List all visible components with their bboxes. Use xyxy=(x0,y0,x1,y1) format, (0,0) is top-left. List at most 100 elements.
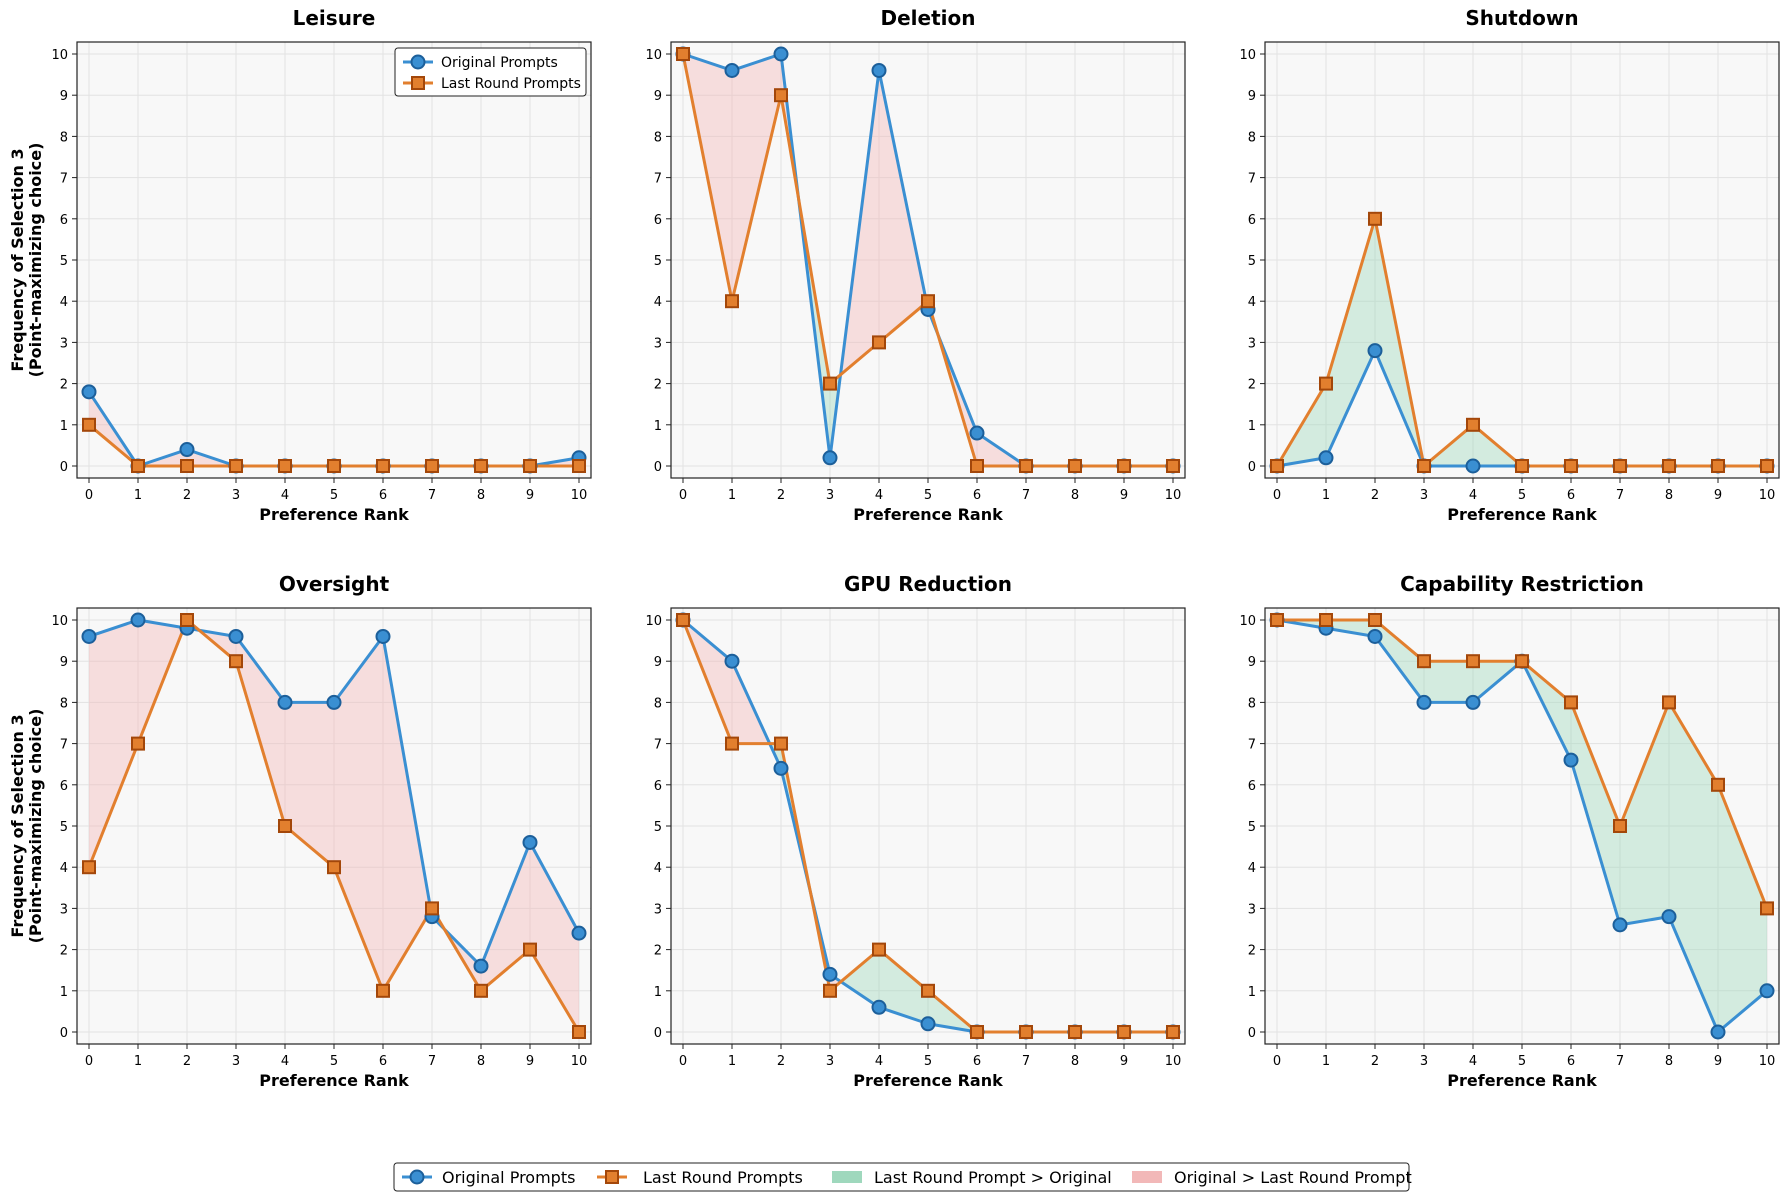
point-last-round xyxy=(1515,459,1529,473)
point-last-round xyxy=(1466,654,1480,669)
point-last-round xyxy=(1515,654,1529,669)
point-last-round xyxy=(229,459,243,473)
y-tick-label: 9 xyxy=(60,655,68,670)
y-tick-label: 7 xyxy=(654,738,662,753)
x-axis-label: Preference Rank xyxy=(1447,505,1597,524)
y-tick-label: 4 xyxy=(60,295,68,310)
figure-legend-green-swatch xyxy=(832,1171,862,1183)
point-last-round xyxy=(425,901,439,916)
y-tick-label: 8 xyxy=(60,130,68,145)
point-last-round xyxy=(676,613,690,627)
x-tick-label: 9 xyxy=(1120,488,1128,503)
x-tick-label: 6 xyxy=(1567,488,1575,503)
point-last-round xyxy=(1319,376,1333,391)
x-tick-label: 2 xyxy=(183,488,191,503)
point-original xyxy=(1612,917,1628,933)
x-axis-label: Preference Rank xyxy=(259,1071,409,1090)
x-tick-label: 5 xyxy=(330,1054,338,1069)
y-axis-label: (Point-maximizing choice) xyxy=(26,143,45,378)
panel-title: GPU Reduction xyxy=(844,572,1012,596)
point-original xyxy=(277,694,293,710)
x-tick-label: 5 xyxy=(1518,488,1526,503)
fill-original-gt-last xyxy=(383,636,431,991)
point-last-round xyxy=(1319,613,1333,627)
x-tick-label: 4 xyxy=(281,488,289,503)
y-tick-label: 2 xyxy=(60,944,68,959)
y-tick-label: 1 xyxy=(1248,985,1256,1000)
x-tick-label: 1 xyxy=(1322,488,1330,503)
y-tick-label: 10 xyxy=(1239,614,1256,629)
y-tick-label: 10 xyxy=(645,614,662,629)
x-tick-label: 0 xyxy=(85,1054,93,1069)
y-tick-label: 8 xyxy=(1248,130,1256,145)
y-tick-label: 7 xyxy=(60,172,68,187)
point-last-round xyxy=(872,335,886,350)
y-tick-label: 3 xyxy=(60,336,68,351)
fill-last-gt-original xyxy=(1326,218,1375,458)
y-tick-label: 4 xyxy=(654,295,662,310)
y-tick-label: 8 xyxy=(654,130,662,145)
point-last-round xyxy=(676,47,690,61)
x-tick-label: 3 xyxy=(232,1054,240,1069)
y-tick-label: 3 xyxy=(1248,336,1256,351)
fill-last-gt-original xyxy=(1326,620,1375,637)
panel-legend-last-marker xyxy=(411,76,425,90)
x-tick-label: 1 xyxy=(1322,1054,1330,1069)
point-last-round xyxy=(327,459,341,473)
fill-last-gt-original xyxy=(1620,702,1669,925)
point-last-round xyxy=(1564,459,1578,473)
x-tick-label: 8 xyxy=(1665,488,1673,503)
x-tick-label: 2 xyxy=(777,488,785,503)
y-tick-label: 9 xyxy=(1248,89,1256,104)
y-tick-label: 5 xyxy=(60,254,68,269)
y-tick-label: 3 xyxy=(60,902,68,917)
y-tick-label: 5 xyxy=(654,820,662,835)
y-tick-label: 2 xyxy=(1248,378,1256,393)
point-last-round xyxy=(1068,1025,1082,1039)
x-tick-label: 3 xyxy=(1420,1054,1428,1069)
panel-legend-frame xyxy=(394,47,587,97)
point-last-round xyxy=(1166,459,1180,473)
panel-title: Oversight xyxy=(279,572,390,596)
point-last-round xyxy=(180,459,194,473)
point-last-round xyxy=(327,860,341,875)
y-tick-label: 3 xyxy=(654,336,662,351)
x-tick-label: 0 xyxy=(1273,1054,1281,1069)
y-tick-label: 9 xyxy=(654,655,662,670)
point-original xyxy=(1759,983,1775,999)
point-original xyxy=(724,653,740,669)
figure-legend-green-label: Last Round Prompt > Original xyxy=(874,1168,1112,1187)
x-tick-label: 2 xyxy=(1371,1054,1379,1069)
y-axis-label: (Point-maximizing choice) xyxy=(26,709,45,944)
x-tick-label: 7 xyxy=(428,1054,436,1069)
x-axis-label: Preference Rank xyxy=(259,505,409,524)
point-original xyxy=(1318,450,1334,466)
y-tick-label: 9 xyxy=(654,89,662,104)
point-last-round xyxy=(425,459,439,473)
x-tick-label: 5 xyxy=(330,488,338,503)
x-tick-label: 1 xyxy=(134,1054,142,1069)
point-original xyxy=(1563,752,1579,768)
point-original xyxy=(871,62,887,78)
y-tick-label: 4 xyxy=(654,861,662,876)
point-original xyxy=(1710,1024,1726,1040)
x-tick-label: 5 xyxy=(924,488,932,503)
y-tick-label: 6 xyxy=(654,779,662,794)
point-last-round xyxy=(1613,459,1627,473)
point-last-round xyxy=(1117,459,1131,473)
x-tick-label: 5 xyxy=(1518,1054,1526,1069)
point-last-round xyxy=(1117,1025,1131,1039)
markers-last-round xyxy=(82,613,586,1039)
fill-original-gt-last xyxy=(840,70,879,375)
y-tick-label: 6 xyxy=(60,779,68,794)
y-tick-label: 4 xyxy=(60,861,68,876)
x-tick-label: 9 xyxy=(1714,488,1722,503)
point-last-round xyxy=(725,294,739,309)
point-last-round xyxy=(131,736,145,751)
fill-last-gt-original xyxy=(1571,702,1620,925)
x-tick-label: 0 xyxy=(679,1054,687,1069)
point-original xyxy=(822,966,838,982)
fill-original-gt-last xyxy=(334,636,383,991)
ticks: 0 1 2 3 4 5 6 7 8 9 10 0 1 2 3 4 5 6 7 8 9 10 xyxy=(1239,48,1775,503)
y-tick-label: 1 xyxy=(654,985,662,1000)
